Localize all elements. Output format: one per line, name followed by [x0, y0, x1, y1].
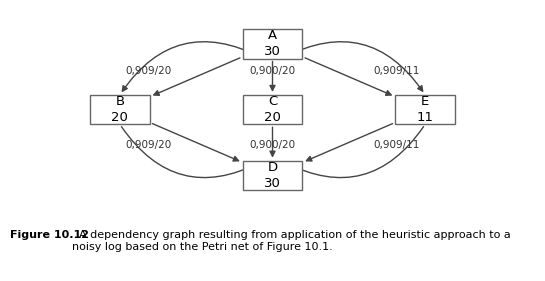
Text: 0,900/20: 0,900/20	[250, 140, 295, 150]
Text: 0,909/20: 0,909/20	[125, 140, 172, 150]
Text: 0,909/20: 0,909/20	[125, 66, 172, 76]
FancyBboxPatch shape	[243, 95, 302, 124]
FancyBboxPatch shape	[90, 95, 150, 124]
FancyBboxPatch shape	[395, 95, 455, 124]
Text: 0,909/11: 0,909/11	[373, 140, 420, 150]
Text: E
11: E 11	[416, 95, 434, 124]
Text: 0,909/11: 0,909/11	[373, 66, 420, 76]
Text: D
30: D 30	[264, 161, 281, 190]
Text: B
20: B 20	[112, 95, 128, 124]
Text: A dependency graph resulting from application of the heuristic approach to a
noi: A dependency graph resulting from applic…	[72, 230, 511, 252]
Text: 0,900/20: 0,900/20	[250, 66, 295, 76]
Text: Figure 10.12: Figure 10.12	[10, 230, 89, 241]
FancyBboxPatch shape	[243, 29, 302, 59]
FancyBboxPatch shape	[243, 160, 302, 190]
Text: A
30: A 30	[264, 29, 281, 58]
Text: C
20: C 20	[264, 95, 281, 124]
